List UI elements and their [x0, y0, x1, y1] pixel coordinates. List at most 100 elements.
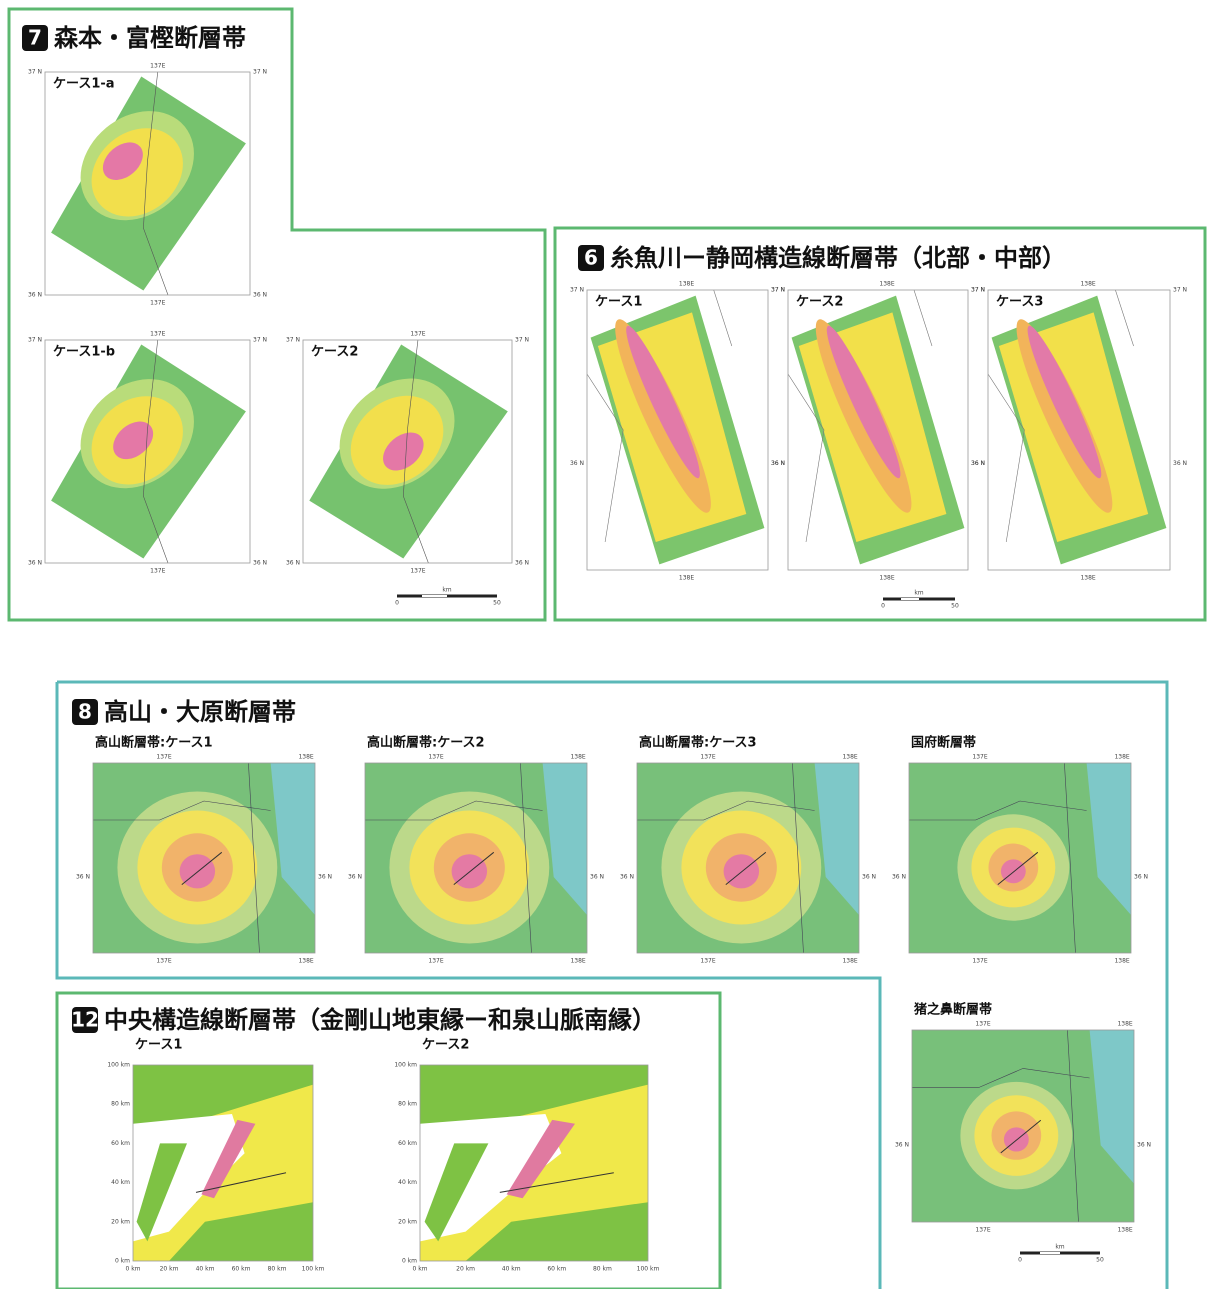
panel-label: 高山断層帯:ケース1 [95, 735, 213, 751]
top-tick-label: 138E [679, 281, 694, 288]
left-tick-label: 80 km [111, 1101, 130, 1108]
section-border [7, 7, 547, 622]
panel-label: ケース1-b [53, 345, 115, 360]
section-title: 高山・大原断層帯 [104, 698, 296, 726]
map-frame [132, 1064, 314, 1262]
left-tick-label: 60 km [398, 1140, 417, 1147]
section-number: 7 [28, 26, 42, 50]
map [45, 72, 250, 295]
left-tick-label: 20 km [398, 1218, 417, 1225]
intensity-zone [1027, 325, 1102, 479]
map [365, 763, 587, 953]
top-tick-label: 137E [410, 331, 425, 338]
map [45, 340, 250, 563]
top-tick-label: 137E [428, 754, 443, 761]
map-panel: 高山断層帯:ケース3 137E 138E 137E 138E 36 N 36 N [620, 735, 876, 965]
bottom-tick-label: 138E [298, 958, 313, 965]
right-tick-label: 36 N [1173, 460, 1187, 467]
scale-unit: km [914, 590, 923, 597]
map-area [542, 763, 587, 915]
map-frame [44, 71, 251, 296]
map-frame [987, 289, 1171, 571]
scale-unit: km [1055, 1244, 1064, 1251]
border-line [143, 340, 169, 563]
left-tick-label: 37 N [771, 287, 785, 294]
right-tick-label: 37 N [771, 287, 785, 294]
border-line [587, 290, 733, 543]
map-area [1089, 1030, 1134, 1184]
intensity-zone [826, 325, 901, 479]
top-tick-label: 138E [1114, 754, 1129, 761]
section-badge [72, 1007, 98, 1033]
map-panel: ケース2 137E 137E 37 N 36 N 37 N 36 N [286, 331, 529, 575]
map-area [1086, 763, 1131, 915]
map-frame [44, 339, 251, 564]
intensity-zone [113, 421, 154, 460]
border-line [788, 290, 933, 543]
scale-unit: km [442, 587, 451, 594]
top-tick-label: 137E [156, 754, 171, 761]
map-panel: ケース1 138E 138E 37 N 36 N 37 N 36 N [570, 281, 785, 582]
bottom-tick-label: 137E [975, 1227, 990, 1234]
fault-line [1000, 1119, 1042, 1154]
right-tick-label: 36 N [253, 560, 267, 567]
border-line [403, 340, 429, 563]
right-tick-label: 36 N [862, 874, 876, 881]
fault-line [195, 1172, 287, 1193]
scale-end: 50 [951, 603, 959, 610]
intensity-zone [451, 854, 488, 889]
bottom-tick-label: 137E [150, 300, 165, 307]
panel-label: ケース1 [595, 295, 642, 310]
map [988, 290, 1170, 570]
map-panel: 高山断層帯:ケース1 137E 138E 137E 138E 36 N 36 N [76, 735, 332, 965]
right-tick-label: 36 N [318, 874, 332, 881]
border-line [143, 72, 169, 295]
left-tick-label: 0 km [115, 1258, 130, 1265]
top-tick-label: 138E [879, 281, 894, 288]
left-tick-label: 37 N [570, 287, 584, 294]
bottom-tick-label: 137E [700, 958, 715, 965]
panel-label: ケース1-a [53, 77, 115, 92]
bottom-tick-label: 80 km [593, 1266, 612, 1273]
top-tick-label: 138E [298, 754, 313, 761]
right-tick-label: 36 N [971, 460, 985, 467]
border-line [93, 763, 271, 953]
map [912, 1030, 1134, 1222]
map-panel: ケース1-a 137E 137E 37 N 36 N 37 N 36 N [28, 63, 267, 307]
bottom-tick-label: 20 km [160, 1266, 179, 1273]
right-tick-label: 36 N [253, 292, 267, 299]
island [136, 1143, 187, 1242]
left-tick-label: 36 N [286, 560, 300, 567]
map-panel: ケース2 100 km 80 km 60 km 40 km 20 km 0 km0 km 20… [394, 1038, 659, 1273]
right-tick-label: 37 N [1173, 287, 1187, 294]
bottom-tick-label: 138E [1117, 1227, 1132, 1234]
map-panel: ケース3 138E 138E 37 N 36 N 37 N 36 N [971, 281, 1187, 582]
left-tick-label: 37 N [28, 337, 42, 344]
scale-bar-segment [1040, 1252, 1060, 1254]
scale-bar-segment [422, 595, 447, 597]
fault-line [725, 851, 767, 885]
left-tick-label: 0 km [402, 1258, 417, 1265]
fault-line [453, 851, 495, 885]
panel-label: 高山断層帯:ケース2 [367, 735, 485, 751]
left-tick-label: 60 km [111, 1140, 130, 1147]
section-border [55, 680, 1169, 1289]
left-tick-label: 36 N [895, 1142, 909, 1149]
island [424, 1143, 489, 1242]
map [587, 290, 768, 570]
bottom-tick-label: 137E [428, 958, 443, 965]
top-tick-label: 137E [972, 754, 987, 761]
left-tick-label: 36 N [28, 292, 42, 299]
bottom-tick-label: 0 km [412, 1266, 427, 1273]
top-tick-label: 137E [150, 63, 165, 70]
top-tick-label: 137E [975, 1021, 990, 1028]
scale-end: 50 [1096, 1257, 1104, 1264]
bottom-tick-label: 137E [410, 568, 425, 575]
left-tick-label: 20 km [111, 1218, 130, 1225]
panel-label: ケース2 [796, 295, 843, 310]
map-panel: ケース1 100 km 80 km 60 km 40 km 20 km 0 km0 km 20… [107, 1038, 324, 1273]
map-panel: 国府断層帯 137E 138E 137E 138E 36 N 36 N [892, 735, 1148, 965]
left-tick-label: 37 N [28, 69, 42, 76]
top-tick-label: 137E [700, 754, 715, 761]
panel-label: 国府断層帯 [911, 735, 976, 751]
